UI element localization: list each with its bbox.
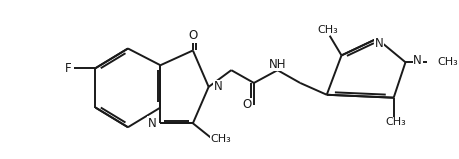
Text: F: F [64, 62, 71, 75]
Text: O: O [188, 29, 197, 42]
Text: CH₃: CH₃ [385, 117, 405, 127]
Text: O: O [242, 98, 251, 111]
Text: N: N [147, 117, 156, 130]
Text: N: N [413, 54, 421, 67]
Text: CH₃: CH₃ [436, 57, 457, 67]
Text: NH: NH [268, 58, 285, 71]
Text: N: N [213, 80, 222, 93]
Text: CH₃: CH₃ [210, 134, 230, 144]
Text: N: N [374, 37, 382, 50]
Text: CH₃: CH₃ [317, 25, 337, 35]
